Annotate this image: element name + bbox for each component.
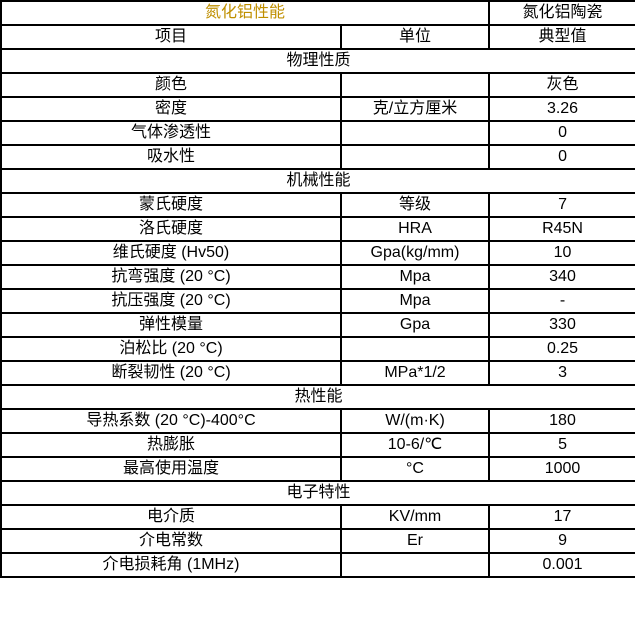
property-cell: 抗弯强度 (20 °C) — [0, 264, 342, 290]
property-cell: 维氏硬度 (Hv50) — [0, 240, 342, 266]
unit-cell: °C — [339, 456, 491, 482]
value-cell: 5 — [488, 432, 635, 458]
property-cell: 泊松比 (20 °C) — [0, 336, 342, 362]
unit-cell — [339, 552, 491, 578]
unit-cell: Er — [339, 528, 491, 554]
property-cell: 气体渗透性 — [0, 120, 342, 146]
table-body: 氮化铝性能 氮化铝陶瓷 项目 单位 典型值 物理性质 颜色 灰色 密度 克/立方厘米 3.… — [0, 0, 635, 578]
table-product-name: 氮化铝陶瓷 — [488, 0, 635, 26]
unit-cell — [339, 336, 491, 362]
value-cell: 3 — [488, 360, 635, 386]
value-cell: 7 — [488, 192, 635, 218]
table-row: 介电损耗角 (1MHz) 0.001 — [0, 552, 635, 578]
property-cell: 最高使用温度 — [0, 456, 342, 482]
value-cell: 灰色 — [488, 72, 635, 98]
property-cell: 抗压强度 (20 °C) — [0, 288, 342, 314]
column-header-typical-value: 典型值 — [488, 24, 635, 50]
table-row: 密度 克/立方厘米 3.26 — [0, 96, 635, 122]
property-cell: 电介质 — [0, 504, 342, 530]
unit-cell — [339, 72, 491, 98]
value-cell: - — [488, 288, 635, 314]
table-row: 最高使用温度 °C 1000 — [0, 456, 635, 482]
value-cell: 330 — [488, 312, 635, 338]
property-cell: 蒙氏硬度 — [0, 192, 342, 218]
value-cell: 0.001 — [488, 552, 635, 578]
table-row: 热膨胀 10-6/℃ 5 — [0, 432, 635, 458]
value-cell: 0.25 — [488, 336, 635, 362]
unit-cell: KV/mm — [339, 504, 491, 530]
property-cell: 密度 — [0, 96, 342, 122]
value-cell: 180 — [488, 408, 635, 434]
unit-cell: Mpa — [339, 264, 491, 290]
table-row: 抗压强度 (20 °C) Mpa - — [0, 288, 635, 314]
table-row: 弹性模量 Gpa 330 — [0, 312, 635, 338]
column-header-row: 项目 单位 典型值 — [0, 24, 635, 50]
unit-cell: HRA — [339, 216, 491, 242]
property-cell: 弹性模量 — [0, 312, 342, 338]
value-cell: 3.26 — [488, 96, 635, 122]
value-cell: 17 — [488, 504, 635, 530]
table-row: 泊松比 (20 °C) 0.25 — [0, 336, 635, 362]
table-row: 抗弯强度 (20 °C) Mpa 340 — [0, 264, 635, 290]
property-cell: 断裂韧性 (20 °C) — [0, 360, 342, 386]
section-title: 物理性质 — [0, 48, 635, 74]
section-title: 电子特性 — [0, 480, 635, 506]
table-row: 维氏硬度 (Hv50) Gpa(kg/mm) 10 — [0, 240, 635, 266]
section-header-row: 热性能 — [0, 384, 635, 410]
property-cell: 介电损耗角 (1MHz) — [0, 552, 342, 578]
unit-cell: W/(m·K) — [339, 408, 491, 434]
column-header-unit: 单位 — [339, 24, 491, 50]
value-cell: 0 — [488, 120, 635, 146]
property-cell: 导热系数 (20 °C)-400°C — [0, 408, 342, 434]
value-cell: 0 — [488, 144, 635, 170]
table-row: 介电常数 Er 9 — [0, 528, 635, 554]
unit-cell — [339, 144, 491, 170]
table-row: 吸水性 0 — [0, 144, 635, 170]
aln-properties-table: 氮化铝性能 氮化铝陶瓷 项目 单位 典型值 物理性质 颜色 灰色 密度 克/立方厘米 3.… — [0, 0, 635, 578]
table-row: 导热系数 (20 °C)-400°C W/(m·K) 180 — [0, 408, 635, 434]
property-cell: 热膨胀 — [0, 432, 342, 458]
table-row: 洛氏硬度 HRA R45N — [0, 216, 635, 242]
table-row: 蒙氏硬度 等级 7 — [0, 192, 635, 218]
unit-cell: 等级 — [339, 192, 491, 218]
unit-cell: MPa*1/2 — [339, 360, 491, 386]
value-cell: 10 — [488, 240, 635, 266]
table-row: 气体渗透性 0 — [0, 120, 635, 146]
value-cell: 1000 — [488, 456, 635, 482]
table-row: 电介质 KV/mm 17 — [0, 504, 635, 530]
unit-cell — [339, 120, 491, 146]
table-row: 断裂韧性 (20 °C) MPa*1/2 3 — [0, 360, 635, 386]
column-header-item: 项目 — [0, 24, 342, 50]
section-title: 热性能 — [0, 384, 635, 410]
value-cell: 9 — [488, 528, 635, 554]
table-row: 颜色 灰色 — [0, 72, 635, 98]
property-cell: 颜色 — [0, 72, 342, 98]
unit-cell: Gpa — [339, 312, 491, 338]
section-title: 机械性能 — [0, 168, 635, 194]
section-header-row: 物理性质 — [0, 48, 635, 74]
unit-cell: 10-6/℃ — [339, 432, 491, 458]
value-cell: 340 — [488, 264, 635, 290]
property-cell: 洛氏硬度 — [0, 216, 342, 242]
table-title: 氮化铝性能 — [0, 0, 491, 26]
property-cell: 介电常数 — [0, 528, 342, 554]
section-header-row: 电子特性 — [0, 480, 635, 506]
unit-cell: Gpa(kg/mm) — [339, 240, 491, 266]
property-cell: 吸水性 — [0, 144, 342, 170]
unit-cell: Mpa — [339, 288, 491, 314]
table-title-row: 氮化铝性能 氮化铝陶瓷 — [0, 0, 635, 26]
section-header-row: 机械性能 — [0, 168, 635, 194]
unit-cell: 克/立方厘米 — [339, 96, 491, 122]
value-cell: R45N — [488, 216, 635, 242]
